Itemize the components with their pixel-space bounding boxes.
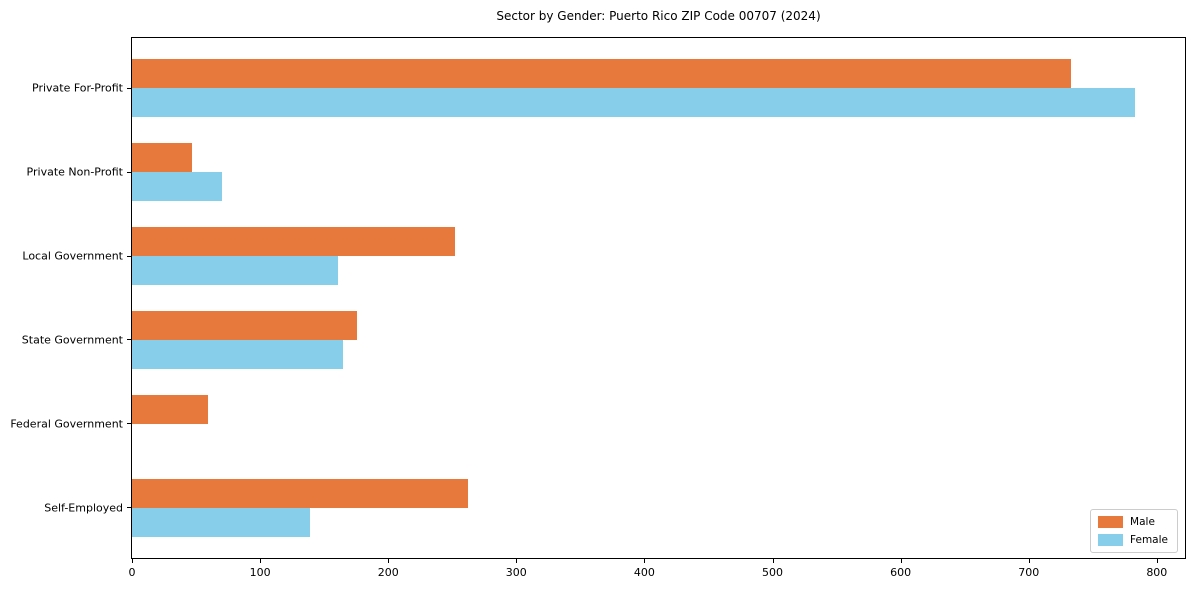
x-tick-mark-600 (900, 559, 902, 563)
chart-title: Sector by Gender: Puerto Rico ZIP Code 0… (496, 9, 821, 23)
y-tick-mark-state-government (127, 339, 131, 341)
legend-item-male: Male (1098, 516, 1168, 528)
legend-swatch-female (1098, 534, 1124, 546)
bar-male-self-employed (132, 478, 468, 508)
bar-female-private-non-profit (132, 172, 222, 202)
y-tick-label-local-government: Local Government (22, 249, 123, 263)
bar-male-state-government (132, 310, 358, 340)
x-tick-mark-700 (1028, 559, 1030, 563)
legend-label-male: Male (1130, 516, 1155, 528)
y-tick-label-private-non-profit: Private Non-Profit (26, 165, 123, 179)
y-tick-mark-private-for-profit (127, 87, 131, 89)
x-tick-label-600: 600 (890, 566, 912, 579)
bar-female-local-government (132, 256, 339, 286)
bar-female-self-employed (132, 507, 311, 537)
bar-male-private-non-profit (132, 143, 193, 173)
bar-male-local-government (132, 227, 455, 257)
y-tick-mark-self-employed (127, 507, 131, 509)
x-tick-label-200: 200 (377, 566, 399, 579)
x-tick-label-700: 700 (1018, 566, 1040, 579)
y-tick-label-state-government: State Government (21, 333, 123, 347)
x-tick-mark-300 (516, 559, 518, 563)
x-tick-mark-400 (644, 559, 646, 563)
bar-male-private-for-profit (132, 59, 1071, 89)
x-tick-mark-100 (260, 559, 262, 563)
x-tick-mark-0 (132, 559, 133, 563)
x-tick-label-400: 400 (633, 566, 655, 579)
legend-swatch-male (1098, 516, 1124, 528)
y-tick-label-private-for-profit: Private For-Profit (32, 81, 123, 95)
legend-item-female: Female (1098, 534, 1168, 546)
x-tick-label-800: 800 (1146, 566, 1168, 579)
x-tick-mark-500 (772, 559, 774, 563)
plot-area: Male Female Private For-Profit Private No… (10, 37, 1186, 579)
legend-label-female: Female (1130, 534, 1168, 546)
x-tick-label-300: 300 (505, 566, 527, 579)
y-tick-label-federal-government: Federal Government (10, 417, 123, 431)
x-tick-label-100: 100 (249, 566, 271, 579)
x-tick-mark-200 (388, 559, 390, 563)
y-tick-mark-federal-government (127, 423, 131, 425)
y-tick-mark-local-government (127, 255, 131, 257)
y-tick-label-self-employed: Self-Employed (44, 501, 123, 515)
y-tick-mark-private-non-profit (127, 171, 131, 173)
legend: Male Female (1090, 509, 1178, 553)
bar-male-federal-government (132, 394, 208, 424)
x-tick-label-500: 500 (762, 566, 783, 579)
x-tick-label-0: 0 (128, 566, 136, 579)
bar-female-private-for-profit (132, 88, 1136, 118)
x-tick-mark-800 (1156, 559, 1158, 563)
bar-female-state-government (132, 339, 344, 369)
